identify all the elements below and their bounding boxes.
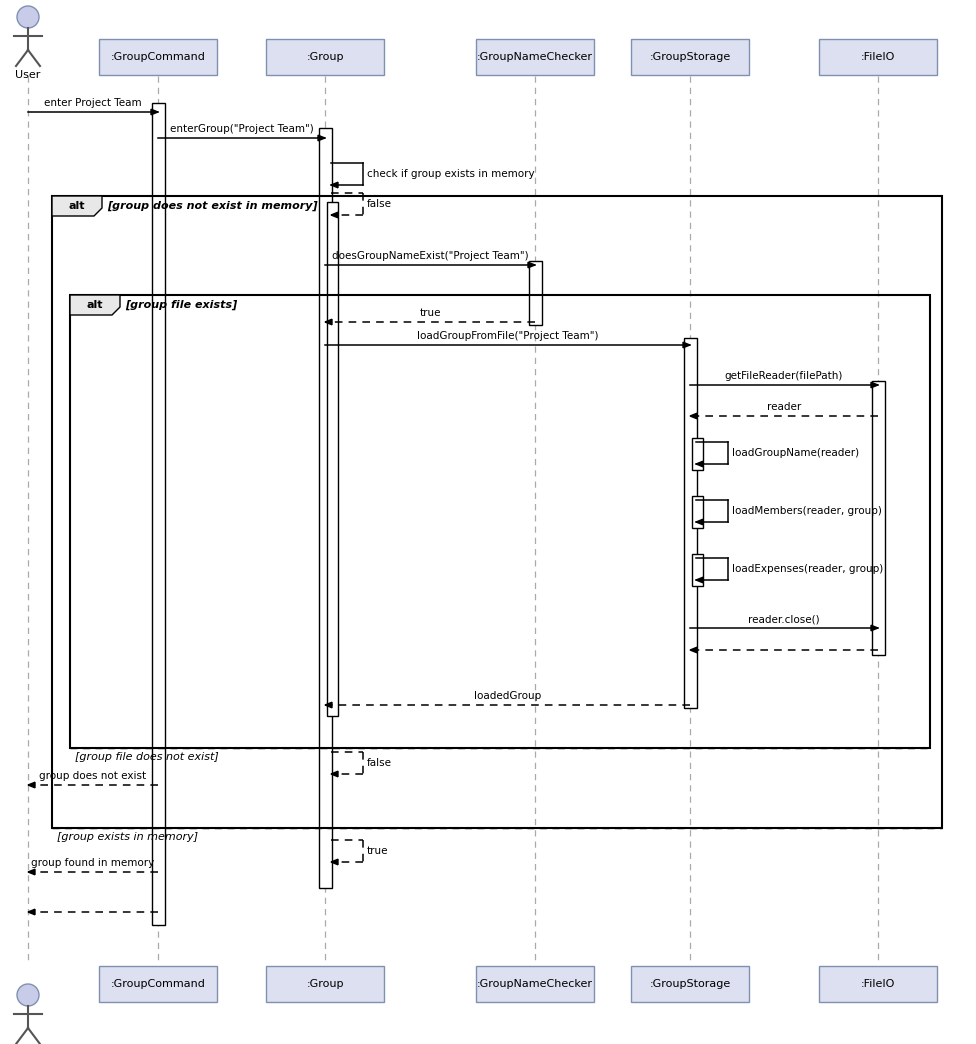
Text: :FileIO: :FileIO <box>861 52 895 62</box>
Polygon shape <box>696 519 703 525</box>
Bar <box>99 39 217 75</box>
Bar <box>476 966 594 1002</box>
Text: enter Project Team: enter Project Team <box>44 98 142 108</box>
Text: group found in memory: group found in memory <box>31 858 154 868</box>
Polygon shape <box>696 461 703 467</box>
Text: :Group: :Group <box>306 979 344 989</box>
Text: :FileIO: :FileIO <box>861 979 895 989</box>
Text: :GroupCommand: :GroupCommand <box>110 979 205 989</box>
Polygon shape <box>331 859 338 864</box>
Polygon shape <box>70 295 120 315</box>
Text: doesGroupNameExist("Project Team"): doesGroupNameExist("Project Team") <box>332 251 528 261</box>
Text: :GroupStorage: :GroupStorage <box>649 52 731 62</box>
Text: loadedGroup: loadedGroup <box>474 691 541 701</box>
Text: [group exists in memory]: [group exists in memory] <box>57 832 198 843</box>
Polygon shape <box>528 262 535 268</box>
Text: reader.close(): reader.close() <box>749 614 820 624</box>
Polygon shape <box>331 212 338 218</box>
Text: :Group: :Group <box>306 52 344 62</box>
Text: loadMembers(reader, group): loadMembers(reader, group) <box>732 506 882 516</box>
Bar <box>99 966 217 1002</box>
Bar <box>683 338 697 708</box>
Polygon shape <box>331 772 338 777</box>
Text: getFileReader(filePath): getFileReader(filePath) <box>725 371 843 381</box>
Polygon shape <box>28 870 35 875</box>
Text: alt: alt <box>87 300 103 310</box>
Bar <box>631 39 749 75</box>
Bar <box>52 196 942 828</box>
Text: check if group exists in memory: check if group exists in memory <box>367 169 535 179</box>
Polygon shape <box>683 342 690 348</box>
Polygon shape <box>325 319 332 325</box>
Text: :GroupStorage: :GroupStorage <box>649 979 731 989</box>
Text: reader: reader <box>767 402 801 412</box>
Text: enterGroup("Project Team"): enterGroup("Project Team") <box>170 124 313 134</box>
Text: :GroupNameChecker: :GroupNameChecker <box>477 52 593 62</box>
Bar <box>692 438 703 470</box>
Text: User: User <box>16 70 41 80</box>
Bar <box>266 39 384 75</box>
Bar <box>631 966 749 1002</box>
Text: :GroupNameChecker: :GroupNameChecker <box>477 979 593 989</box>
Polygon shape <box>871 625 878 631</box>
Bar <box>151 103 165 925</box>
Polygon shape <box>696 577 703 583</box>
Bar <box>327 201 338 716</box>
Text: [group file does not exist]: [group file does not exist] <box>75 752 219 762</box>
Bar <box>476 39 594 75</box>
Bar <box>692 554 703 586</box>
Bar <box>819 39 937 75</box>
Text: :GroupCommand: :GroupCommand <box>110 52 205 62</box>
Text: alt: alt <box>68 201 85 211</box>
Polygon shape <box>318 136 325 141</box>
Bar <box>819 966 937 1002</box>
Text: true: true <box>420 308 441 318</box>
Bar <box>266 966 384 1002</box>
Polygon shape <box>151 110 158 115</box>
Bar <box>872 381 884 655</box>
Text: loadGroupName(reader): loadGroupName(reader) <box>732 448 859 458</box>
Text: loadGroupFromFile("Project Team"): loadGroupFromFile("Project Team") <box>417 331 598 341</box>
Circle shape <box>17 6 39 28</box>
Polygon shape <box>331 183 338 188</box>
Text: true: true <box>367 846 388 856</box>
Bar <box>528 261 542 325</box>
Polygon shape <box>690 647 697 652</box>
Text: false: false <box>367 199 392 209</box>
Text: group does not exist: group does not exist <box>39 772 146 781</box>
Polygon shape <box>28 782 35 788</box>
Text: false: false <box>367 758 392 768</box>
Bar <box>318 128 332 888</box>
Bar <box>692 496 703 528</box>
Polygon shape <box>52 196 102 216</box>
Bar <box>70 295 930 748</box>
Text: [group does not exist in memory]: [group does not exist in memory] <box>107 200 317 211</box>
Polygon shape <box>28 909 35 915</box>
Polygon shape <box>690 413 697 419</box>
Circle shape <box>17 984 39 1006</box>
Text: loadExpenses(reader, group): loadExpenses(reader, group) <box>732 564 883 574</box>
Text: [group file exists]: [group file exists] <box>125 300 237 310</box>
Polygon shape <box>871 382 878 387</box>
Polygon shape <box>325 703 332 708</box>
